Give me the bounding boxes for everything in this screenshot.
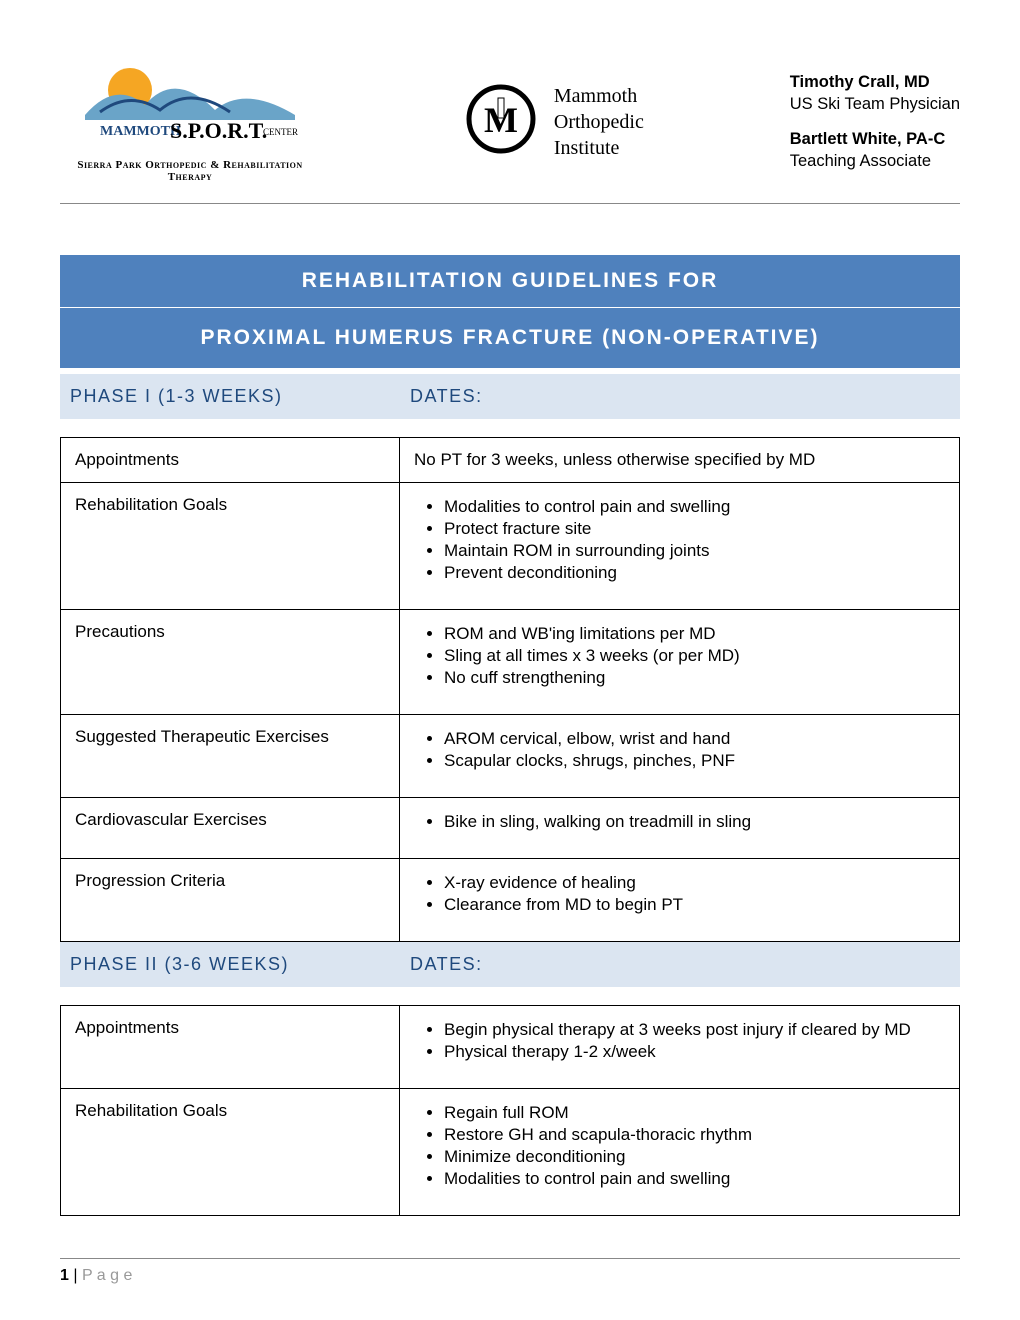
phase1-row-label: Suggested Therapeutic Exercises	[61, 715, 400, 798]
staff-role-1: Teaching Associate	[790, 150, 960, 172]
bullet-item: Maintain ROM in surrounding joints	[444, 541, 945, 561]
staff-name-1: Bartlett White, PA-C	[790, 128, 960, 150]
phase1-row-label: Precautions	[61, 610, 400, 715]
phase2-row-label: Appointments	[61, 1006, 400, 1089]
moi-logo-icon: M	[466, 84, 536, 159]
phase2-dates-label: DATES:	[410, 954, 483, 975]
svg-text:MAMMOTH: MAMMOTH	[100, 124, 181, 139]
phase2-row-value: Regain full ROMRestore GH and scapula-th…	[400, 1089, 960, 1216]
bullet-list: Regain full ROMRestore GH and scapula-th…	[414, 1103, 945, 1189]
footer: 1 | P a g e	[60, 1258, 960, 1285]
page-number: 1	[60, 1267, 69, 1284]
bullet-item: Modalities to control pain and swelling	[444, 1169, 945, 1189]
bullet-item: Protect fracture site	[444, 519, 945, 539]
phase1-header: PHASE I (1-3 WEEKS) DATES:	[60, 374, 960, 419]
bullet-list: Bike in sling, walking on treadmill in s…	[414, 812, 945, 832]
phase2-table: Appointments Begin physical therapy at 3 …	[60, 1005, 960, 1216]
table-row: Progression Criteria X-ray evidence of he…	[61, 859, 960, 942]
bullet-item: Regain full ROM	[444, 1103, 945, 1123]
table-row: AppointmentsNo PT for 3 weeks, unless ot…	[61, 438, 960, 483]
bullet-item: Clearance from MD to begin PT	[444, 895, 945, 915]
phase2-label: PHASE II (3-6 WEEKS)	[70, 954, 410, 975]
phase1-label: PHASE I (1-3 WEEKS)	[70, 386, 410, 407]
staff-role-0: US Ski Team Physician	[790, 93, 960, 115]
svg-text:CENTER: CENTER	[263, 127, 298, 137]
bullet-item: Prevent deconditioning	[444, 563, 945, 583]
bullet-item: Physical therapy 1-2 x/week	[444, 1042, 945, 1062]
bullet-item: AROM cervical, elbow, wrist and hand	[444, 729, 945, 749]
page: MAMMOTH S.P.O.R.T. CENTER Sierra Park Or…	[0, 0, 1020, 1320]
phase1-row-value: AROM cervical, elbow, wrist and handScap…	[400, 715, 960, 798]
phase2-row-label: Rehabilitation Goals	[61, 1089, 400, 1216]
phase1-row-value: ROM and WB'ing limitations per MDSling a…	[400, 610, 960, 715]
table-row: Appointments Begin physical therapy at 3 …	[61, 1006, 960, 1089]
bullet-list: AROM cervical, elbow, wrist and handScap…	[414, 729, 945, 771]
bullet-item: No cuff strengthening	[444, 668, 945, 688]
moi-line3: Institute	[554, 135, 644, 161]
bullet-item: Begin physical therapy at 3 weeks post i…	[444, 1020, 945, 1040]
table-row: Cardiovascular Exercises Bike in sling, w…	[61, 798, 960, 859]
sport-logo-subtitle: Sierra Park Orthopedic & Rehabilitation …	[60, 159, 320, 183]
table-row: PrecautionsROM and WB'ing limitations pe…	[61, 610, 960, 715]
bullet-item: Sling at all times x 3 weeks (or per MD)	[444, 646, 945, 666]
phase1-row-label: Rehabilitation Goals	[61, 483, 400, 610]
page-word: P a g e	[82, 1267, 132, 1284]
phase1-row-value: No PT for 3 weeks, unless otherwise spec…	[400, 438, 960, 483]
phase1-table: AppointmentsNo PT for 3 weeks, unless ot…	[60, 437, 960, 942]
staff-block: Timothy Crall, MD US Ski Team Physician …	[790, 71, 960, 172]
staff-name-0: Timothy Crall, MD	[790, 71, 960, 93]
bullet-item: X-ray evidence of healing	[444, 873, 945, 893]
bullet-item: Modalities to control pain and swelling	[444, 497, 945, 517]
phase2-header: PHASE II (3-6 WEEKS) DATES:	[60, 942, 960, 987]
phase1-row-value: Bike in sling, walking on treadmill in s…	[400, 798, 960, 859]
sport-logo-block: MAMMOTH S.P.O.R.T. CENTER Sierra Park Or…	[60, 60, 320, 183]
table-row: Rehabilitation GoalsModalities to contro…	[61, 483, 960, 610]
phase1-row-label: Appointments	[61, 438, 400, 483]
moi-line1: Mammoth	[554, 83, 644, 109]
bullet-item: Scapular clocks, shrugs, pinches, PNF	[444, 751, 945, 771]
moi-line2: Orthopedic	[554, 109, 644, 135]
moi-text: Mammoth Orthopedic Institute	[554, 83, 644, 161]
svg-text:S.P.O.R.T.: S.P.O.R.T.	[170, 118, 267, 143]
header: MAMMOTH S.P.O.R.T. CENTER Sierra Park Or…	[60, 60, 960, 204]
table-row: Rehabilitation GoalsRegain full ROMResto…	[61, 1089, 960, 1216]
bullet-item: Minimize deconditioning	[444, 1147, 945, 1167]
phase2-row-value: Begin physical therapy at 3 weeks post i…	[400, 1006, 960, 1089]
phase1-dates-label: DATES:	[410, 386, 483, 407]
bullet-item: Bike in sling, walking on treadmill in s…	[444, 812, 945, 832]
bullet-item: Restore GH and scapula-thoracic rhythm	[444, 1125, 945, 1145]
bullet-list: Modalities to control pain and swellingP…	[414, 497, 945, 583]
banner-line2: PROXIMAL HUMERUS FRACTURE (NON-OPERATIVE…	[60, 307, 960, 368]
table-row: Suggested Therapeutic Exercises AROM cerv…	[61, 715, 960, 798]
bullet-item: ROM and WB'ing limitations per MD	[444, 624, 945, 644]
phase1-row-label: Cardiovascular Exercises	[61, 798, 400, 859]
banner-line1: REHABILITATION GUIDELINES FOR	[60, 254, 960, 307]
sport-logo-icon: MAMMOTH S.P.O.R.T. CENTER	[75, 60, 305, 150]
phase1-row-value: Modalities to control pain and swellingP…	[400, 483, 960, 610]
bullet-list: X-ray evidence of healingClearance from …	[414, 873, 945, 915]
phase1-row-label: Progression Criteria	[61, 859, 400, 942]
bullet-list: Begin physical therapy at 3 weeks post i…	[414, 1020, 945, 1062]
moi-logo-block: M Mammoth Orthopedic Institute	[466, 83, 644, 161]
phase1-row-value: X-ray evidence of healingClearance from …	[400, 859, 960, 942]
bullet-list: ROM and WB'ing limitations per MDSling a…	[414, 624, 945, 688]
